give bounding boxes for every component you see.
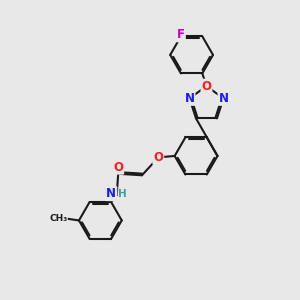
Text: CH₃: CH₃ [49, 214, 67, 223]
Text: O: O [202, 80, 212, 93]
Text: N: N [218, 92, 228, 105]
Text: O: O [113, 161, 123, 174]
Text: H: H [118, 189, 126, 199]
Text: N: N [106, 187, 116, 200]
Text: F: F [177, 28, 185, 41]
Text: N: N [184, 92, 194, 105]
Text: O: O [153, 151, 163, 164]
